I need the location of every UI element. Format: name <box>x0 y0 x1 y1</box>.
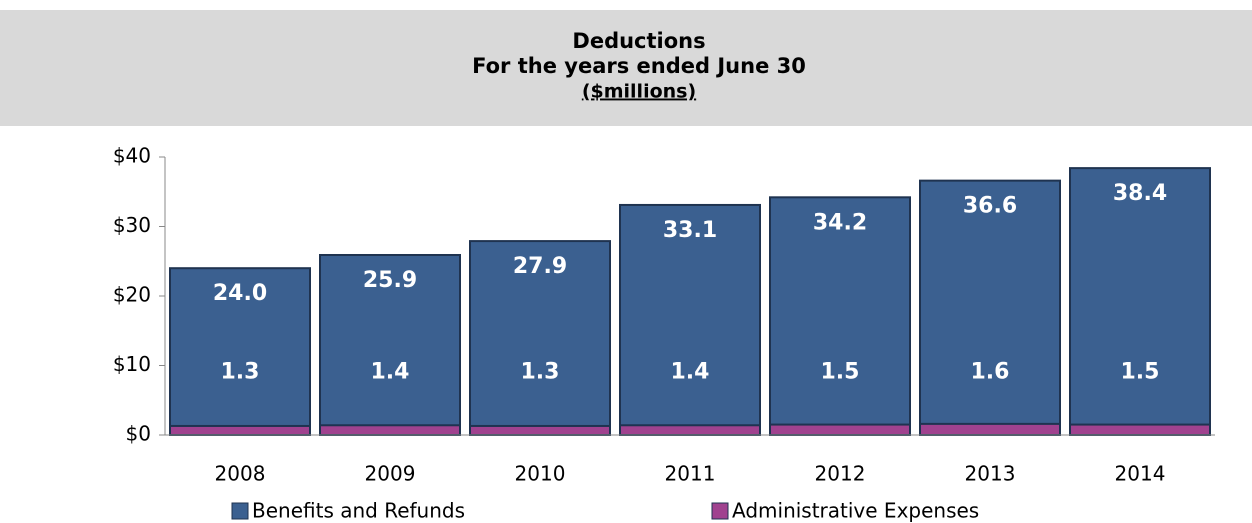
y-tick-label: $10 <box>113 352 151 376</box>
y-tick-label: $40 <box>113 144 151 168</box>
x-tick-label: 2014 <box>1115 462 1166 486</box>
value-label: 1.5 <box>821 359 860 384</box>
x-tick-label: 2008 <box>215 462 266 486</box>
value-label: 1.3 <box>221 359 260 384</box>
unit-label: ($millions) <box>582 81 696 103</box>
value-label: 1.3 <box>521 359 560 384</box>
y-tick-label: $30 <box>113 213 151 237</box>
bar <box>919 422 1061 437</box>
y-tick-label: $0 <box>126 422 151 446</box>
value-label: 1.4 <box>671 359 710 384</box>
bar <box>169 267 311 437</box>
chart-title: Deductions <box>572 29 705 53</box>
legend-swatch <box>711 502 729 520</box>
bar <box>919 179 1061 436</box>
value-label: 27.9 <box>513 254 567 279</box>
legend-label: Administrative Expenses <box>732 499 979 523</box>
x-tick-label: 2010 <box>515 462 566 486</box>
bar <box>319 424 461 436</box>
x-tick-label: 2011 <box>665 462 716 486</box>
bar <box>469 424 611 436</box>
value-label: 1.6 <box>971 359 1010 384</box>
y-tick-label: $20 <box>113 283 151 307</box>
value-label: 36.6 <box>963 194 1017 219</box>
value-label: 1.4 <box>371 359 410 384</box>
legend-label: Benefits and Refunds <box>252 499 465 523</box>
legend-swatch <box>231 502 249 520</box>
bar <box>1069 167 1211 436</box>
header-band <box>0 10 1252 126</box>
x-tick-label: 2013 <box>965 462 1016 486</box>
bar <box>1069 423 1211 437</box>
value-label: 25.9 <box>363 268 417 293</box>
value-label: 1.5 <box>1121 359 1160 384</box>
x-tick-label: 2012 <box>815 462 866 486</box>
value-label: 24.0 <box>213 281 267 306</box>
value-label: 34.2 <box>813 210 867 235</box>
value-label: 33.1 <box>663 218 717 243</box>
x-tick-label: 2009 <box>365 462 416 486</box>
chart-subtitle: For the years ended June 30 <box>472 54 806 78</box>
bar <box>169 424 311 436</box>
bar <box>769 423 911 437</box>
bar <box>619 424 761 436</box>
value-label: 38.4 <box>1113 181 1167 206</box>
